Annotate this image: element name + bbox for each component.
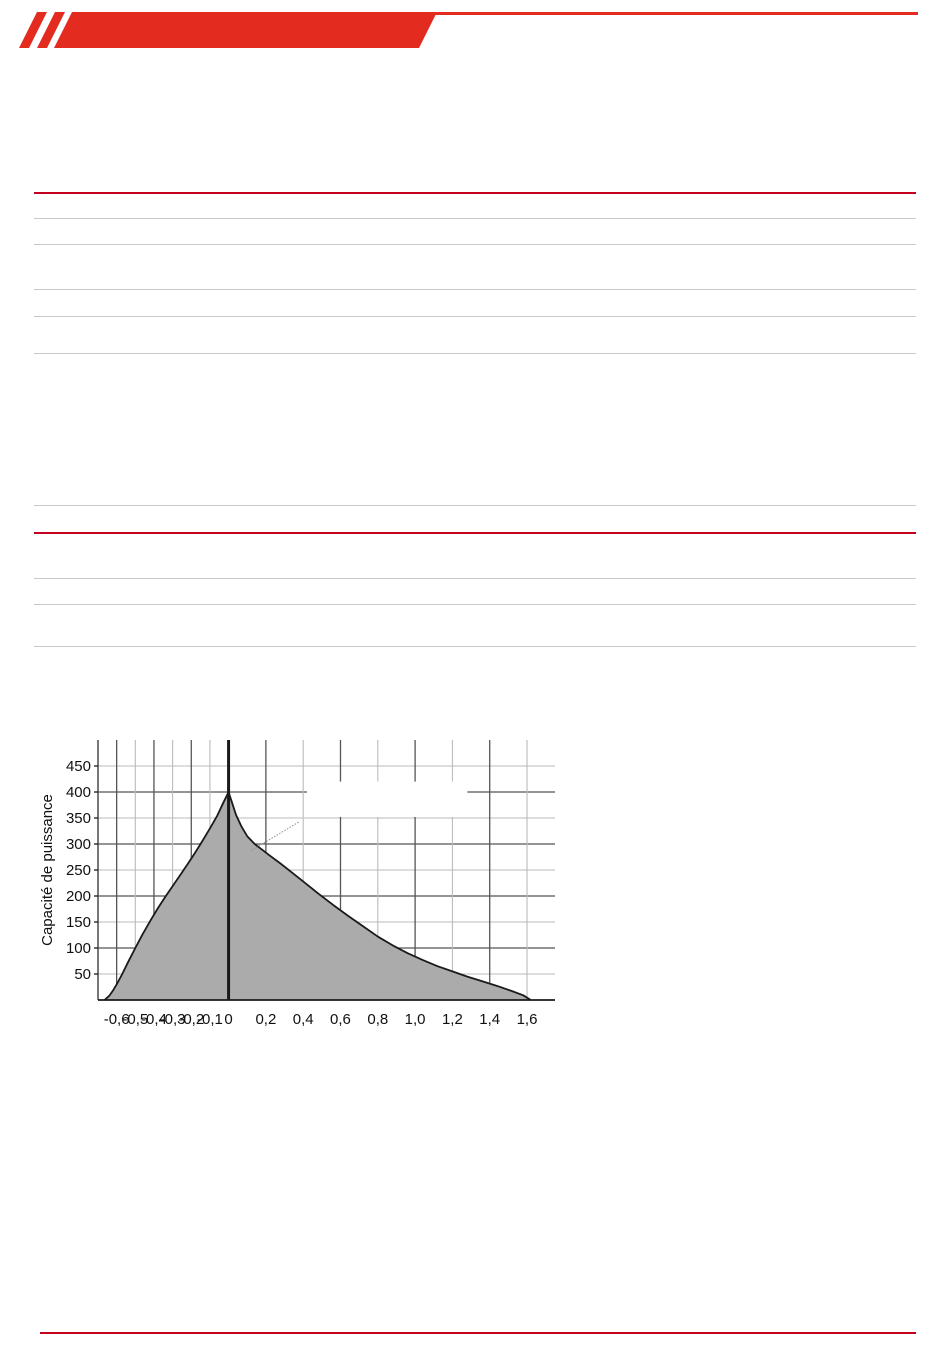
chart-area-series	[103, 781, 532, 1001]
svg-text:450: 450	[66, 758, 91, 775]
banner-main-bar	[54, 12, 437, 48]
svg-text:-0,2: -0,2	[178, 1011, 204, 1028]
svg-text:0,8: 0,8	[367, 1011, 388, 1028]
svg-text:-0,5: -0,5	[122, 1011, 148, 1028]
banner-thin-rule	[428, 12, 918, 15]
svg-text:250: 250	[66, 862, 91, 879]
table-rule	[34, 218, 916, 219]
chart-tick-labels: 50100150200250300350400450-0,6-0,5-0,4-0…	[66, 758, 537, 1028]
table-rule-red	[34, 532, 916, 534]
banner-slash-1	[19, 12, 47, 48]
table-row	[34, 220, 916, 244]
chart-svg: 50100150200250300350400450-0,6-0,5-0,4-0…	[39, 740, 555, 1028]
svg-text:50: 50	[74, 966, 91, 983]
footer-red-rule	[40, 1332, 916, 1334]
table-row	[34, 534, 916, 578]
table-rule	[34, 505, 916, 506]
table-rule	[34, 244, 916, 245]
table-rule	[34, 578, 916, 579]
svg-text:0,6: 0,6	[330, 1011, 351, 1028]
svg-text:1,4: 1,4	[479, 1011, 500, 1028]
svg-text:-0,6: -0,6	[104, 1011, 130, 1028]
table-rule	[34, 316, 916, 317]
table-rule	[34, 353, 916, 354]
svg-text:0,4: 0,4	[293, 1011, 314, 1028]
svg-text:0: 0	[224, 1011, 232, 1028]
svg-text:1,6: 1,6	[517, 1011, 538, 1028]
header-banner	[0, 0, 950, 60]
power-capacity-chart: 50 100 150 200 250 300 350 400 450 -0,6 -0,5 -0,4 -0…	[34, 728, 574, 1028]
table-row	[34, 606, 916, 646]
table-row	[34, 291, 916, 316]
svg-text:1,2: 1,2	[442, 1011, 463, 1028]
svg-text:-0,4: -0,4	[141, 1011, 167, 1028]
svg-text:Capacité de puissance: Capacité de puissance	[39, 794, 56, 946]
table-rule-red-top	[34, 192, 916, 194]
table-rule	[34, 289, 916, 290]
svg-text:350: 350	[66, 810, 91, 827]
svg-text:150: 150	[66, 914, 91, 931]
table-row	[34, 507, 916, 532]
svg-text:-0,3: -0,3	[160, 1011, 186, 1028]
table-rule	[34, 604, 916, 605]
svg-text:200: 200	[66, 888, 91, 905]
table-row	[34, 318, 916, 353]
table-row	[34, 580, 916, 604]
table-row	[34, 246, 916, 289]
table-row	[34, 194, 916, 218]
svg-text:0,2: 0,2	[255, 1011, 276, 1028]
banner-slash-2	[37, 12, 65, 48]
chart-y-axis-title: Capacité de puissance	[39, 794, 56, 946]
table-row	[34, 355, 916, 503]
svg-text:1,0: 1,0	[405, 1011, 426, 1028]
svg-text:-0,1: -0,1	[197, 1011, 223, 1028]
table-rule	[34, 646, 916, 647]
svg-text:100: 100	[66, 940, 91, 957]
svg-text:300: 300	[66, 836, 91, 853]
chart-annotation	[250, 821, 300, 852]
svg-text:400: 400	[66, 784, 91, 801]
